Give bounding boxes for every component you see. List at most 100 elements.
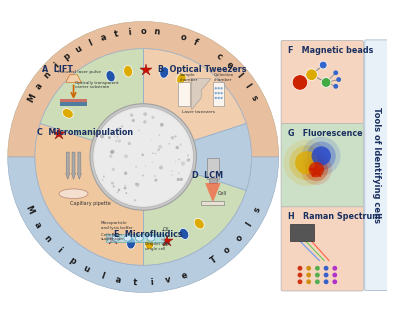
Circle shape (128, 142, 131, 145)
Circle shape (298, 266, 302, 271)
Text: Capillary pipette: Capillary pipette (70, 201, 110, 206)
Circle shape (175, 135, 176, 137)
Wedge shape (143, 49, 246, 157)
Text: s: s (252, 206, 262, 214)
Text: M: M (23, 204, 35, 216)
Text: c: c (214, 52, 224, 62)
Circle shape (218, 92, 220, 94)
Ellipse shape (147, 235, 155, 241)
Circle shape (134, 199, 136, 202)
Text: C  Micromanipulation: C Micromanipulation (37, 128, 133, 137)
Circle shape (215, 92, 217, 94)
Text: u: u (82, 264, 91, 275)
Circle shape (305, 158, 328, 181)
Circle shape (315, 273, 320, 277)
Circle shape (103, 176, 105, 177)
Circle shape (95, 109, 192, 205)
Circle shape (332, 266, 337, 271)
Circle shape (135, 166, 137, 168)
Text: l: l (99, 271, 105, 280)
Text: s: s (249, 94, 259, 102)
Circle shape (171, 170, 173, 172)
Circle shape (171, 136, 174, 139)
Text: E  Microfluidics: E Microfluidics (114, 230, 183, 239)
Text: G   Fluorescence: G Fluorescence (288, 129, 363, 138)
Circle shape (220, 92, 223, 94)
FancyArrow shape (72, 152, 76, 179)
Circle shape (159, 134, 160, 136)
Circle shape (124, 154, 128, 158)
Bar (201, 202, 224, 205)
Ellipse shape (179, 228, 189, 239)
Bar (209, 178, 217, 183)
Circle shape (333, 71, 338, 75)
Circle shape (295, 151, 318, 174)
FancyBboxPatch shape (281, 40, 363, 124)
Text: n: n (42, 233, 53, 243)
Bar (290, 224, 314, 241)
Circle shape (188, 159, 190, 161)
Ellipse shape (177, 73, 186, 84)
Wedge shape (40, 49, 143, 157)
Ellipse shape (127, 237, 136, 249)
Circle shape (324, 279, 328, 284)
Circle shape (315, 266, 320, 271)
Circle shape (309, 162, 324, 177)
Wedge shape (143, 124, 252, 157)
Wedge shape (35, 124, 143, 265)
Text: n: n (153, 27, 160, 37)
Circle shape (179, 144, 182, 146)
Circle shape (215, 97, 217, 99)
Circle shape (177, 178, 180, 181)
Circle shape (218, 87, 220, 90)
Text: F   Magnetic beads: F Magnetic beads (288, 46, 374, 55)
Circle shape (171, 174, 172, 176)
Ellipse shape (145, 238, 154, 250)
Bar (60, 102, 87, 106)
Circle shape (306, 69, 317, 80)
Text: t: t (132, 278, 137, 287)
Text: Sample
chamber: Sample chamber (180, 73, 198, 81)
FancyArrow shape (66, 152, 70, 179)
Text: Droplet with
single cell: Droplet with single cell (145, 242, 170, 251)
FancyBboxPatch shape (281, 124, 363, 208)
Ellipse shape (59, 189, 88, 198)
Bar (207, 158, 219, 179)
Circle shape (112, 185, 115, 188)
Circle shape (302, 137, 340, 175)
Text: o: o (140, 27, 146, 36)
Circle shape (220, 97, 223, 99)
FancyBboxPatch shape (365, 40, 388, 290)
Circle shape (315, 279, 320, 284)
Text: o: o (222, 245, 233, 256)
Circle shape (115, 140, 117, 142)
Circle shape (324, 273, 328, 277)
Circle shape (155, 153, 156, 154)
Circle shape (187, 154, 189, 156)
Circle shape (108, 136, 111, 139)
Circle shape (151, 140, 152, 141)
Circle shape (298, 279, 302, 284)
Circle shape (141, 154, 144, 156)
Circle shape (90, 104, 196, 210)
Text: l: l (234, 71, 243, 80)
Text: o: o (179, 32, 188, 43)
Text: l: l (87, 38, 94, 47)
Circle shape (186, 158, 190, 162)
Circle shape (154, 179, 157, 182)
Text: Cells from
suspension: Cells from suspension (101, 232, 124, 241)
FancyArrow shape (78, 152, 81, 179)
Text: Oil: Oil (162, 227, 169, 232)
Circle shape (306, 279, 311, 284)
Text: D  LCM: D LCM (192, 172, 223, 180)
Circle shape (135, 183, 138, 186)
Circle shape (93, 107, 194, 207)
Circle shape (158, 145, 162, 149)
Circle shape (121, 125, 123, 128)
Circle shape (319, 61, 327, 69)
Circle shape (109, 154, 112, 158)
Circle shape (301, 154, 332, 185)
Circle shape (112, 168, 115, 171)
Circle shape (117, 136, 118, 138)
Circle shape (125, 192, 127, 194)
